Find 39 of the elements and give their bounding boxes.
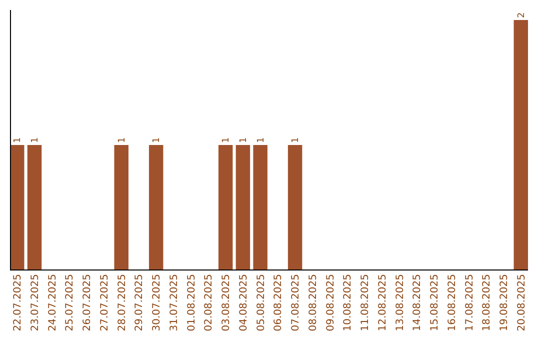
x-tick-label: 19.08.2025 (499, 274, 510, 332)
x-tick-label: 29.07.2025 (134, 274, 146, 332)
x-tick-label: 01.08.2025 (186, 274, 198, 332)
x-tick-label: 30.07.2025 (152, 274, 163, 332)
x-tick-label: 03.08.2025 (221, 274, 232, 332)
x-tick-label: 26.07.2025 (82, 274, 94, 332)
x-tick-label: 12.08.2025 (377, 274, 388, 332)
x-tick-label: 02.08.2025 (204, 274, 215, 332)
data-label: 1 (256, 137, 266, 143)
x-tick-label: 05.08.2025 (256, 274, 267, 332)
x-tick-label: 31.07.2025 (168, 274, 180, 332)
x-tick-label: 07.08.2025 (290, 274, 302, 332)
x-tick-label: 23.07.2025 (30, 274, 41, 332)
x-tick-label: 11.08.2025 (360, 274, 372, 332)
x-tick-label: 10.08.2025 (342, 274, 354, 332)
x-tick-label: 20.08.2025 (516, 274, 528, 332)
data-label: 1 (238, 137, 249, 143)
data-label: 1 (30, 137, 40, 143)
x-tick-label: 22.07.2025 (12, 274, 24, 332)
x-tick-label: 25.07.2025 (64, 274, 76, 332)
x-tick-label: 24.07.2025 (47, 274, 58, 332)
x-tick-label: 09.08.2025 (325, 274, 336, 332)
x-tick-label: 18.08.2025 (482, 274, 493, 332)
x-tick-label: 16.08.2025 (446, 274, 458, 332)
x-tick-label: 13.08.2025 (394, 274, 406, 332)
x-tick-label: 15.08.2025 (430, 274, 441, 332)
data-label: 1 (222, 137, 232, 143)
x-tick-label: 04.08.2025 (238, 274, 250, 332)
x-tick-label: 27.07.2025 (99, 274, 110, 332)
data-label: 1 (291, 137, 302, 143)
data-label: 2 (516, 12, 527, 18)
data-label: 1 (152, 137, 162, 143)
x-tick-label: 28.07.2025 (116, 274, 128, 332)
x-tick-label: 14.08.2025 (412, 274, 424, 332)
x-tick-label: 06.08.2025 (273, 274, 284, 332)
x-tick-label: 08.08.2025 (308, 274, 319, 332)
x-tick-label: 17.08.2025 (464, 274, 476, 332)
data-label: 1 (117, 137, 128, 143)
data-label: 1 (13, 137, 24, 143)
